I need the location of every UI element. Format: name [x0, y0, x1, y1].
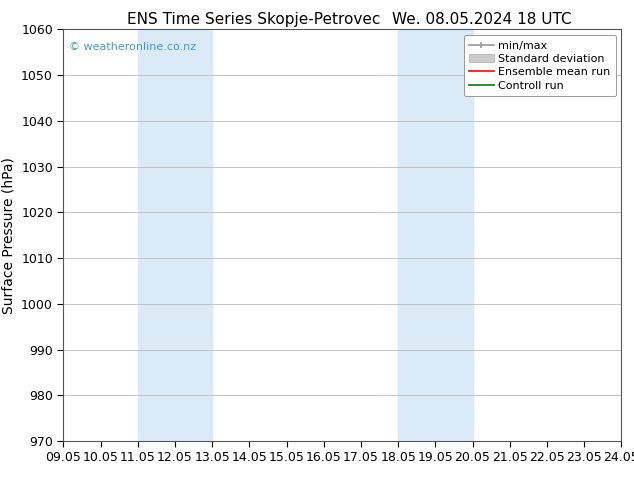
Bar [138, 29, 212, 441]
Legend: min/max, Standard deviation, Ensemble mean run, Controll run: min/max, Standard deviation, Ensemble me… [463, 35, 616, 96]
Bar [398, 29, 472, 441]
Text: © weatheronline.co.nz: © weatheronline.co.nz [69, 42, 196, 52]
Y-axis label: Surface Pressure (hPa): Surface Pressure (hPa) [1, 157, 16, 314]
Text: We. 08.05.2024 18 UTC: We. 08.05.2024 18 UTC [392, 12, 572, 27]
Text: ENS Time Series Skopje-Petrovec: ENS Time Series Skopje-Petrovec [127, 12, 380, 27]
